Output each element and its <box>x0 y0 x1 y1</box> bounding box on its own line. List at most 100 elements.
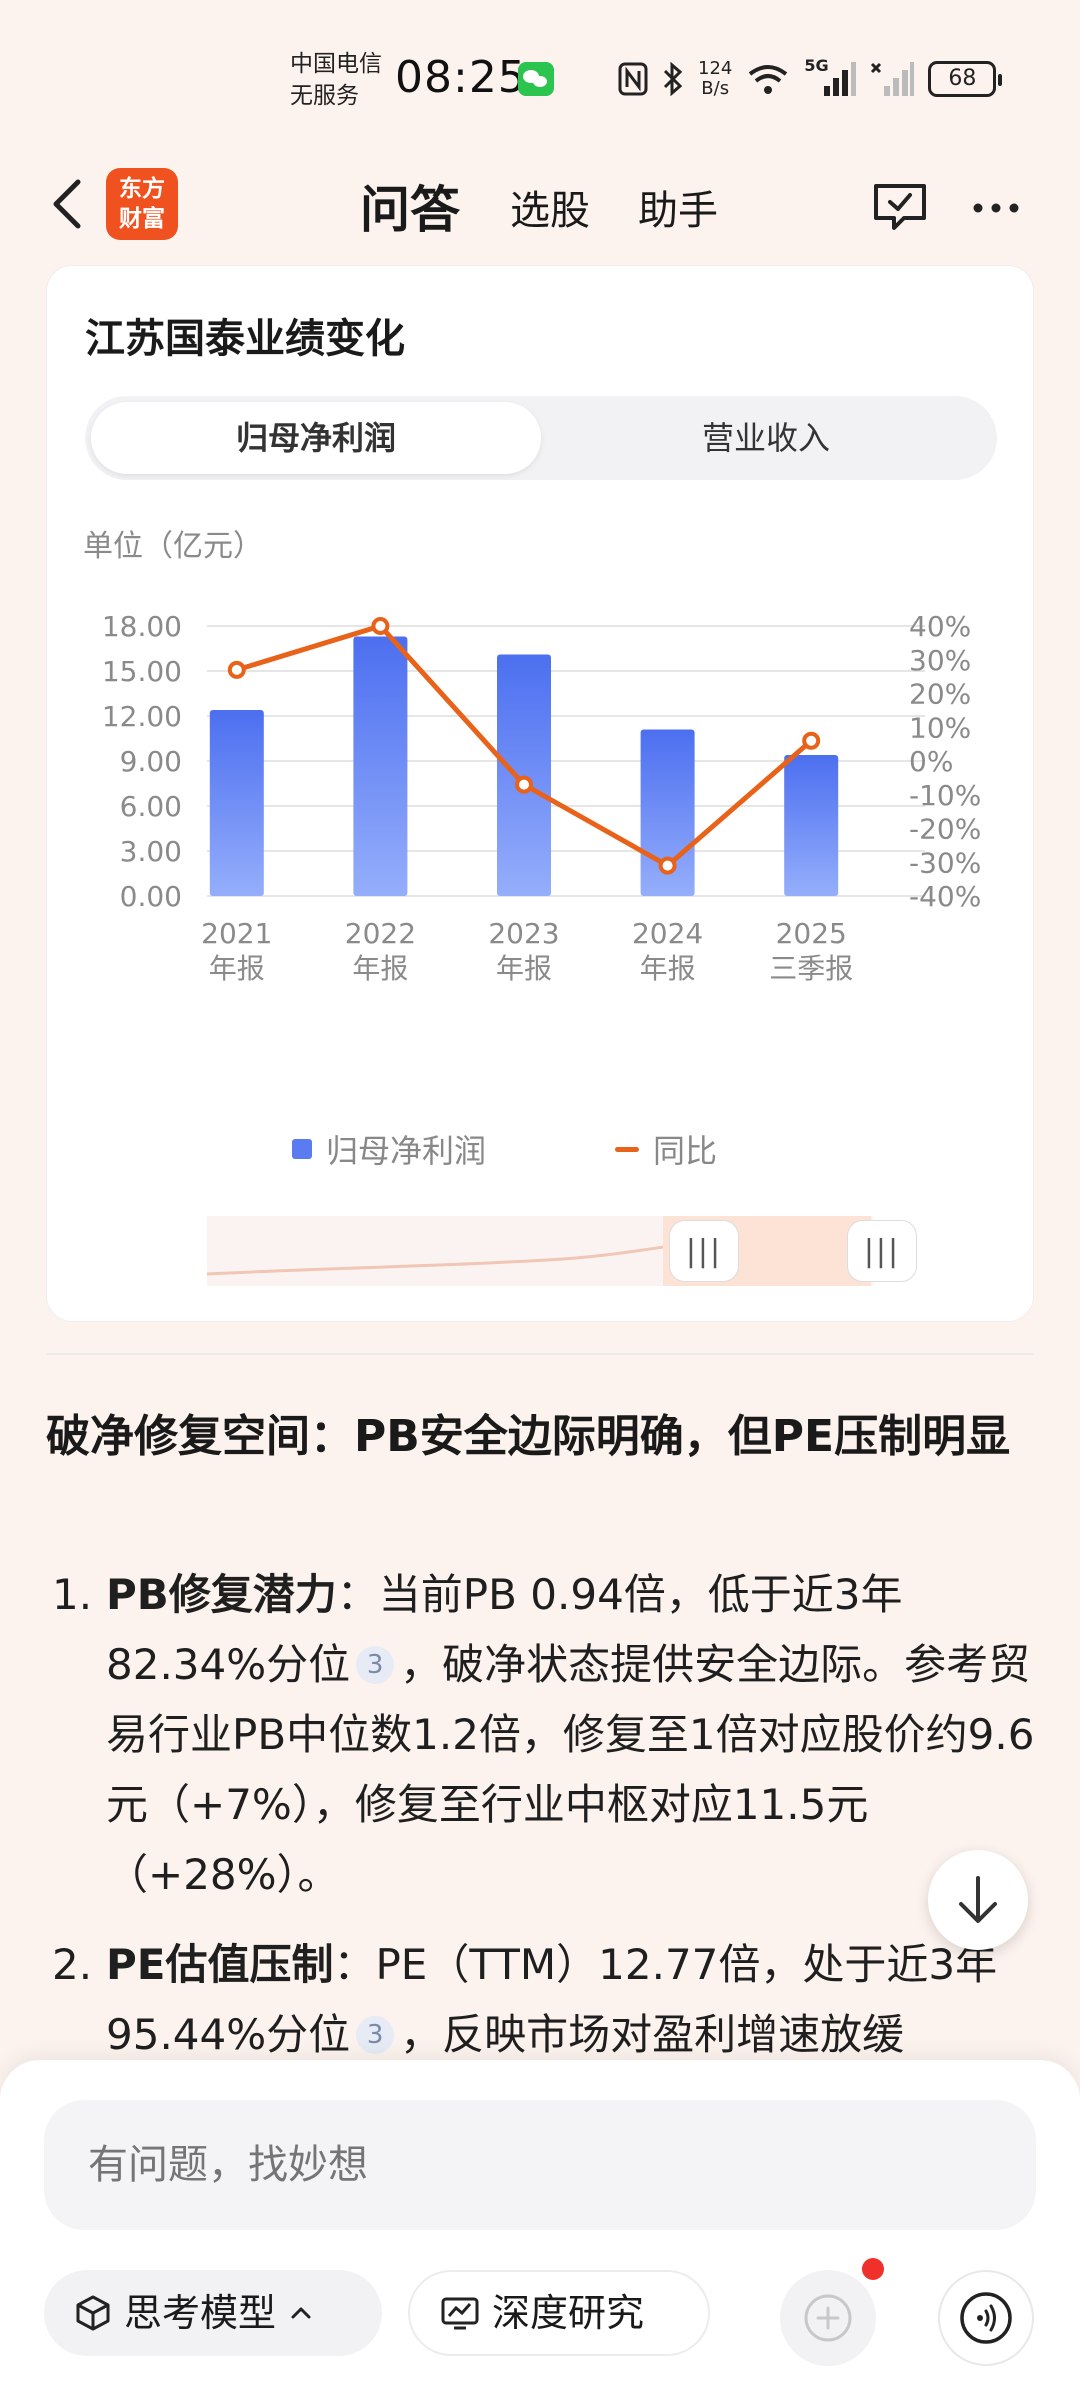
bar-net-profit <box>497 654 551 896</box>
list-item-number: 2. <box>52 1940 93 1989</box>
deep-research-button[interactable]: 深度研究 <box>408 2270 710 2356</box>
model-selector-label: 思考模型 <box>124 2291 277 2335</box>
battery-indicator: 68 <box>928 61 1003 97</box>
arrow-down-icon <box>959 1876 997 1923</box>
x-tick-label-period: 年报 <box>209 952 265 985</box>
x-tick-label-period: 年报 <box>496 952 552 985</box>
y-left-tick-label: 18.00 <box>102 610 182 643</box>
yoy-point <box>227 660 246 679</box>
citation-badge[interactable]: 3 <box>356 2016 395 2054</box>
model-selector-button[interactable]: 思考模型 <box>44 2270 382 2356</box>
nfc-icon <box>618 62 648 96</box>
top-nav-bar: 东方 财富 问答 选股 助手 <box>0 150 1080 260</box>
carrier-service: 无服务 <box>290 83 359 109</box>
x-tick-label-year: 2022 <box>345 917 416 950</box>
chevron-up-icon <box>291 2307 311 2319</box>
y-right-tick-label: 40% <box>909 610 971 643</box>
deep-research-label: 深度研究 <box>492 2291 645 2335</box>
x-tick-label-period: 年报 <box>640 952 696 985</box>
y-right-tick-label: 30% <box>909 644 971 677</box>
yoy-point <box>515 775 533 794</box>
signal-bars-icon <box>824 62 857 96</box>
yoy-point <box>802 731 821 750</box>
y-left-tick-label: 6.00 <box>120 790 182 823</box>
x-tick-label-year: 2025 <box>776 917 847 950</box>
metric-segment-control: 归母净利润 营业收入 <box>85 396 997 480</box>
list-item-bold-title: PB修复潜力 <box>106 1570 337 1619</box>
list-item-body: PE估值压制：PE（TTM）12.77倍，处于近3年95.44%分位 3 ，反映市场… <box>106 1940 998 2059</box>
answer-section-heading: 破净修复空间：PB安全边际明确，但PE压制明显 <box>46 1411 1011 1462</box>
no-signal-icon <box>871 62 915 96</box>
voice-icon <box>960 2292 1012 2344</box>
x-tick-label-year: 2021 <box>201 917 272 950</box>
app-logo: 东方 财富 <box>106 168 178 240</box>
chart-unit-label: 单位（亿元） <box>83 529 263 564</box>
add-attachment-button[interactable] <box>780 2270 876 2366</box>
more-options-icon[interactable] <box>966 180 1026 236</box>
citation-badge[interactable]: 3 <box>356 1646 395 1684</box>
list-item: 2. PE估值压制：PE（TTM）12.77倍，处于近3年95.44%分位 3 ，反… <box>46 1930 1046 2070</box>
slider-right-handle[interactable]: ||| <box>847 1220 917 1282</box>
bar-net-profit <box>209 710 264 896</box>
y-right-tick-label: -40% <box>909 880 981 913</box>
y-left-tick-label: 0.00 <box>120 880 182 913</box>
y-right-tick-label: 0% <box>909 745 953 778</box>
wifi-icon <box>749 65 788 94</box>
network-speed: 124 B/s <box>698 58 733 99</box>
x-tick-label-period: 三季报 <box>769 952 853 985</box>
chart-card-title: 江苏国泰业绩变化 <box>85 316 405 362</box>
bluetooth-icon <box>663 62 683 96</box>
notification-dot <box>862 2258 884 2280</box>
chart-legend: 归母净利润 同比 <box>47 1126 1033 1176</box>
list-item-body: PB修复潜力：当前PB 0.94倍，低于近3年82.34%分位 3 ，破净状态提供安… <box>106 1570 1035 1899</box>
list-item: 1. PB修复潜力：当前PB 0.94倍，低于近3年82.34%分位 3 ，破净状态… <box>46 1560 1046 1910</box>
segment-revenue[interactable]: 营业收入 <box>701 419 830 457</box>
cellular-signal-5g: 5G <box>804 56 857 98</box>
bar-net-profit <box>353 636 408 896</box>
y-right-tick-label: 10% <box>909 711 971 744</box>
y-right-tick-label: -20% <box>909 813 981 846</box>
yoy-point <box>658 856 677 875</box>
list-item-bold-title: PE估值压制 <box>106 1940 334 1989</box>
legend-label-yoy: 同比 <box>653 1132 718 1170</box>
feedback-icon[interactable] <box>870 180 930 236</box>
legend-label-net-profit: 归母净利润 <box>326 1132 487 1170</box>
section-divider <box>46 1353 1034 1355</box>
y-left-tick-label: 3.00 <box>120 835 182 868</box>
x-tick-label-year: 2023 <box>488 917 559 950</box>
y-left-tick-label: 15.00 <box>102 655 182 688</box>
y-right-tick-label: 20% <box>909 678 971 711</box>
legend-item-net-profit[interactable]: 归母净利润 <box>292 1126 486 1172</box>
x-tick-label-year: 2024 <box>632 917 703 950</box>
plus-icon <box>804 2294 852 2342</box>
earnings-chart-card: 江苏国泰业绩变化 归母净利润 营业收入 单位（亿元） 18.00 15.00 12.… <box>46 265 1034 1322</box>
bottom-input-panel: 思考模型 深度研究 <box>0 2060 1080 2400</box>
voice-input-button[interactable] <box>938 2270 1034 2366</box>
slider-left-handle[interactable]: ||| <box>669 1220 739 1282</box>
status-icons: 124 B/s 5G 68 <box>618 55 1003 103</box>
earnings-combo-chart: 单位（亿元） 18.00 15.00 12.00 9.00 6.00 3.00 0.00 4… <box>83 529 981 985</box>
y-right-tick-label: -30% <box>909 846 981 879</box>
list-item-number: 1. <box>52 1570 93 1619</box>
cube-icon <box>76 2295 110 2331</box>
research-chart-icon <box>441 2297 479 2330</box>
legend-bar-swatch <box>292 1139 312 1159</box>
wechat-notification-icon <box>518 62 554 96</box>
yoy-point <box>371 617 390 635</box>
y-left-tick-label: 9.00 <box>120 745 182 778</box>
legend-item-yoy[interactable]: 同比 <box>615 1126 717 1172</box>
x-tick-label-period: 年报 <box>352 952 408 985</box>
tab-stock-picker[interactable]: 选股 <box>510 188 590 234</box>
status-bar: 中国电信 无服务 08:25 124 B/s 5G 68 <box>0 0 1080 150</box>
carrier-info: 中国电信 无服务 <box>290 48 382 112</box>
scroll-to-bottom-button[interactable] <box>928 1850 1028 1950</box>
carrier-name: 中国电信 <box>290 51 382 77</box>
tab-assistant[interactable]: 助手 <box>638 188 718 234</box>
clock: 08:25 <box>395 52 527 103</box>
question-input[interactable] <box>44 2100 1036 2230</box>
bar-net-profit <box>784 755 839 896</box>
chart-range-slider[interactable]: ||| ||| <box>207 1216 917 1286</box>
segment-net-profit[interactable]: 归母净利润 <box>91 402 541 474</box>
tab-qa[interactable]: 问答 <box>360 181 460 239</box>
back-arrow-icon[interactable] <box>48 176 88 232</box>
